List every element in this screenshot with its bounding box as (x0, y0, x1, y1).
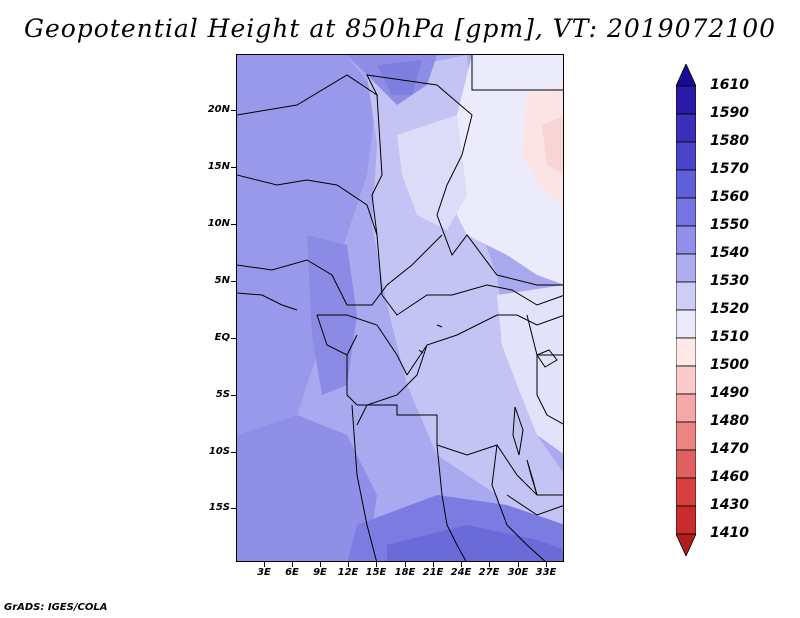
y-tick (231, 452, 236, 453)
colorbar-segment (676, 113, 696, 143)
height-field-south-core (387, 525, 563, 561)
colorbar-label: 1540 (710, 245, 749, 261)
x-tick-label: 27E (478, 567, 500, 578)
x-tick-label: 15E (365, 567, 387, 578)
x-tick-label: 9E (313, 567, 327, 578)
colorbar-label: 1460 (710, 469, 749, 485)
colorbar-label: 1510 (710, 329, 749, 345)
y-tick (231, 508, 236, 509)
y-tick-label: EQ (214, 332, 230, 343)
colorbar-segment (676, 449, 696, 479)
x-tick-label: 33E (535, 567, 557, 578)
colorbar-label: 1430 (710, 497, 749, 513)
colorbar-top-arrow (676, 64, 696, 87)
x-tick-label: 24E (450, 567, 472, 578)
x-tick-label: 6E (285, 567, 299, 578)
colorbar-label: 1490 (710, 385, 749, 401)
x-tick (376, 562, 377, 567)
colorbar-segment (676, 253, 696, 283)
colorbar-segment (676, 309, 696, 339)
y-tick-label: 10S (208, 446, 230, 457)
x-tick (320, 562, 321, 567)
colorbar-segment (676, 421, 696, 451)
height-field-pink (522, 85, 563, 204)
colorbar-label: 1530 (710, 273, 749, 289)
colorbar-label: 1560 (710, 189, 749, 205)
country-borders (237, 55, 563, 561)
x-tick-label: 3E (257, 567, 271, 578)
x-tick (405, 562, 406, 567)
colorbar-segment (676, 393, 696, 423)
y-tick (231, 338, 236, 339)
colorbar-label: 1610 (710, 77, 749, 93)
height-field-pink-core (542, 115, 563, 174)
chart-title: Geopotential Height at 850hPa [gpm], VT:… (23, 14, 777, 43)
y-tick-label: 20N (207, 104, 230, 115)
height-field-southwest (237, 415, 377, 561)
height-field-sahel (397, 115, 467, 230)
colorbar-label: 1410 (710, 525, 749, 541)
colorbar-label: 1570 (710, 161, 749, 177)
colorbar-segment (676, 477, 696, 507)
y-tick-label: 15N (207, 161, 230, 172)
colorbar-bottom-arrow (676, 533, 696, 556)
y-tick-label: 5N (214, 275, 230, 286)
y-tick-label: 5S (215, 389, 230, 400)
x-tick (518, 562, 519, 567)
colorbar-segment (676, 141, 696, 171)
height-field-west (237, 55, 377, 435)
x-tick-label: 18E (394, 567, 416, 578)
x-tick-label: 21E (422, 567, 444, 578)
colorbar-label: 1500 (710, 357, 749, 373)
colorbar-segment (676, 281, 696, 311)
y-tick (231, 395, 236, 396)
y-tick-label: 10N (207, 218, 230, 229)
y-tick (231, 110, 236, 111)
x-tick (461, 562, 462, 567)
colorbar-segment (676, 85, 696, 115)
x-tick-label: 12E (337, 567, 359, 578)
y-tick (231, 224, 236, 225)
grads-credit: GrADS: IGES/COLA (4, 602, 108, 613)
map-panel (236, 54, 564, 562)
colorbar-label: 1590 (710, 105, 749, 121)
y-tick (231, 167, 236, 168)
colorbar-segment (676, 365, 696, 395)
colorbar-segment (676, 197, 696, 227)
colorbar-label: 1580 (710, 133, 749, 149)
x-tick (292, 562, 293, 567)
y-tick (231, 281, 236, 282)
colorbar-segment (676, 169, 696, 199)
map-field (237, 55, 563, 561)
x-tick (264, 562, 265, 567)
colorbar-segment (676, 225, 696, 255)
colorbar (676, 64, 696, 556)
height-field-north-core (377, 60, 422, 95)
x-tick-label: 30E (507, 567, 529, 578)
x-tick (489, 562, 490, 567)
colorbar-segment (676, 337, 696, 367)
y-tick-label: 15S (208, 502, 230, 513)
colorbar-label: 1480 (710, 413, 749, 429)
colorbar-label: 1470 (710, 441, 749, 457)
x-tick (546, 562, 547, 567)
colorbar-label: 1520 (710, 301, 749, 317)
x-tick (433, 562, 434, 567)
colorbar-label: 1550 (710, 217, 749, 233)
x-tick (348, 562, 349, 567)
height-field-east (497, 285, 563, 454)
lakes (418, 324, 558, 496)
colorbar-segment (676, 505, 696, 535)
